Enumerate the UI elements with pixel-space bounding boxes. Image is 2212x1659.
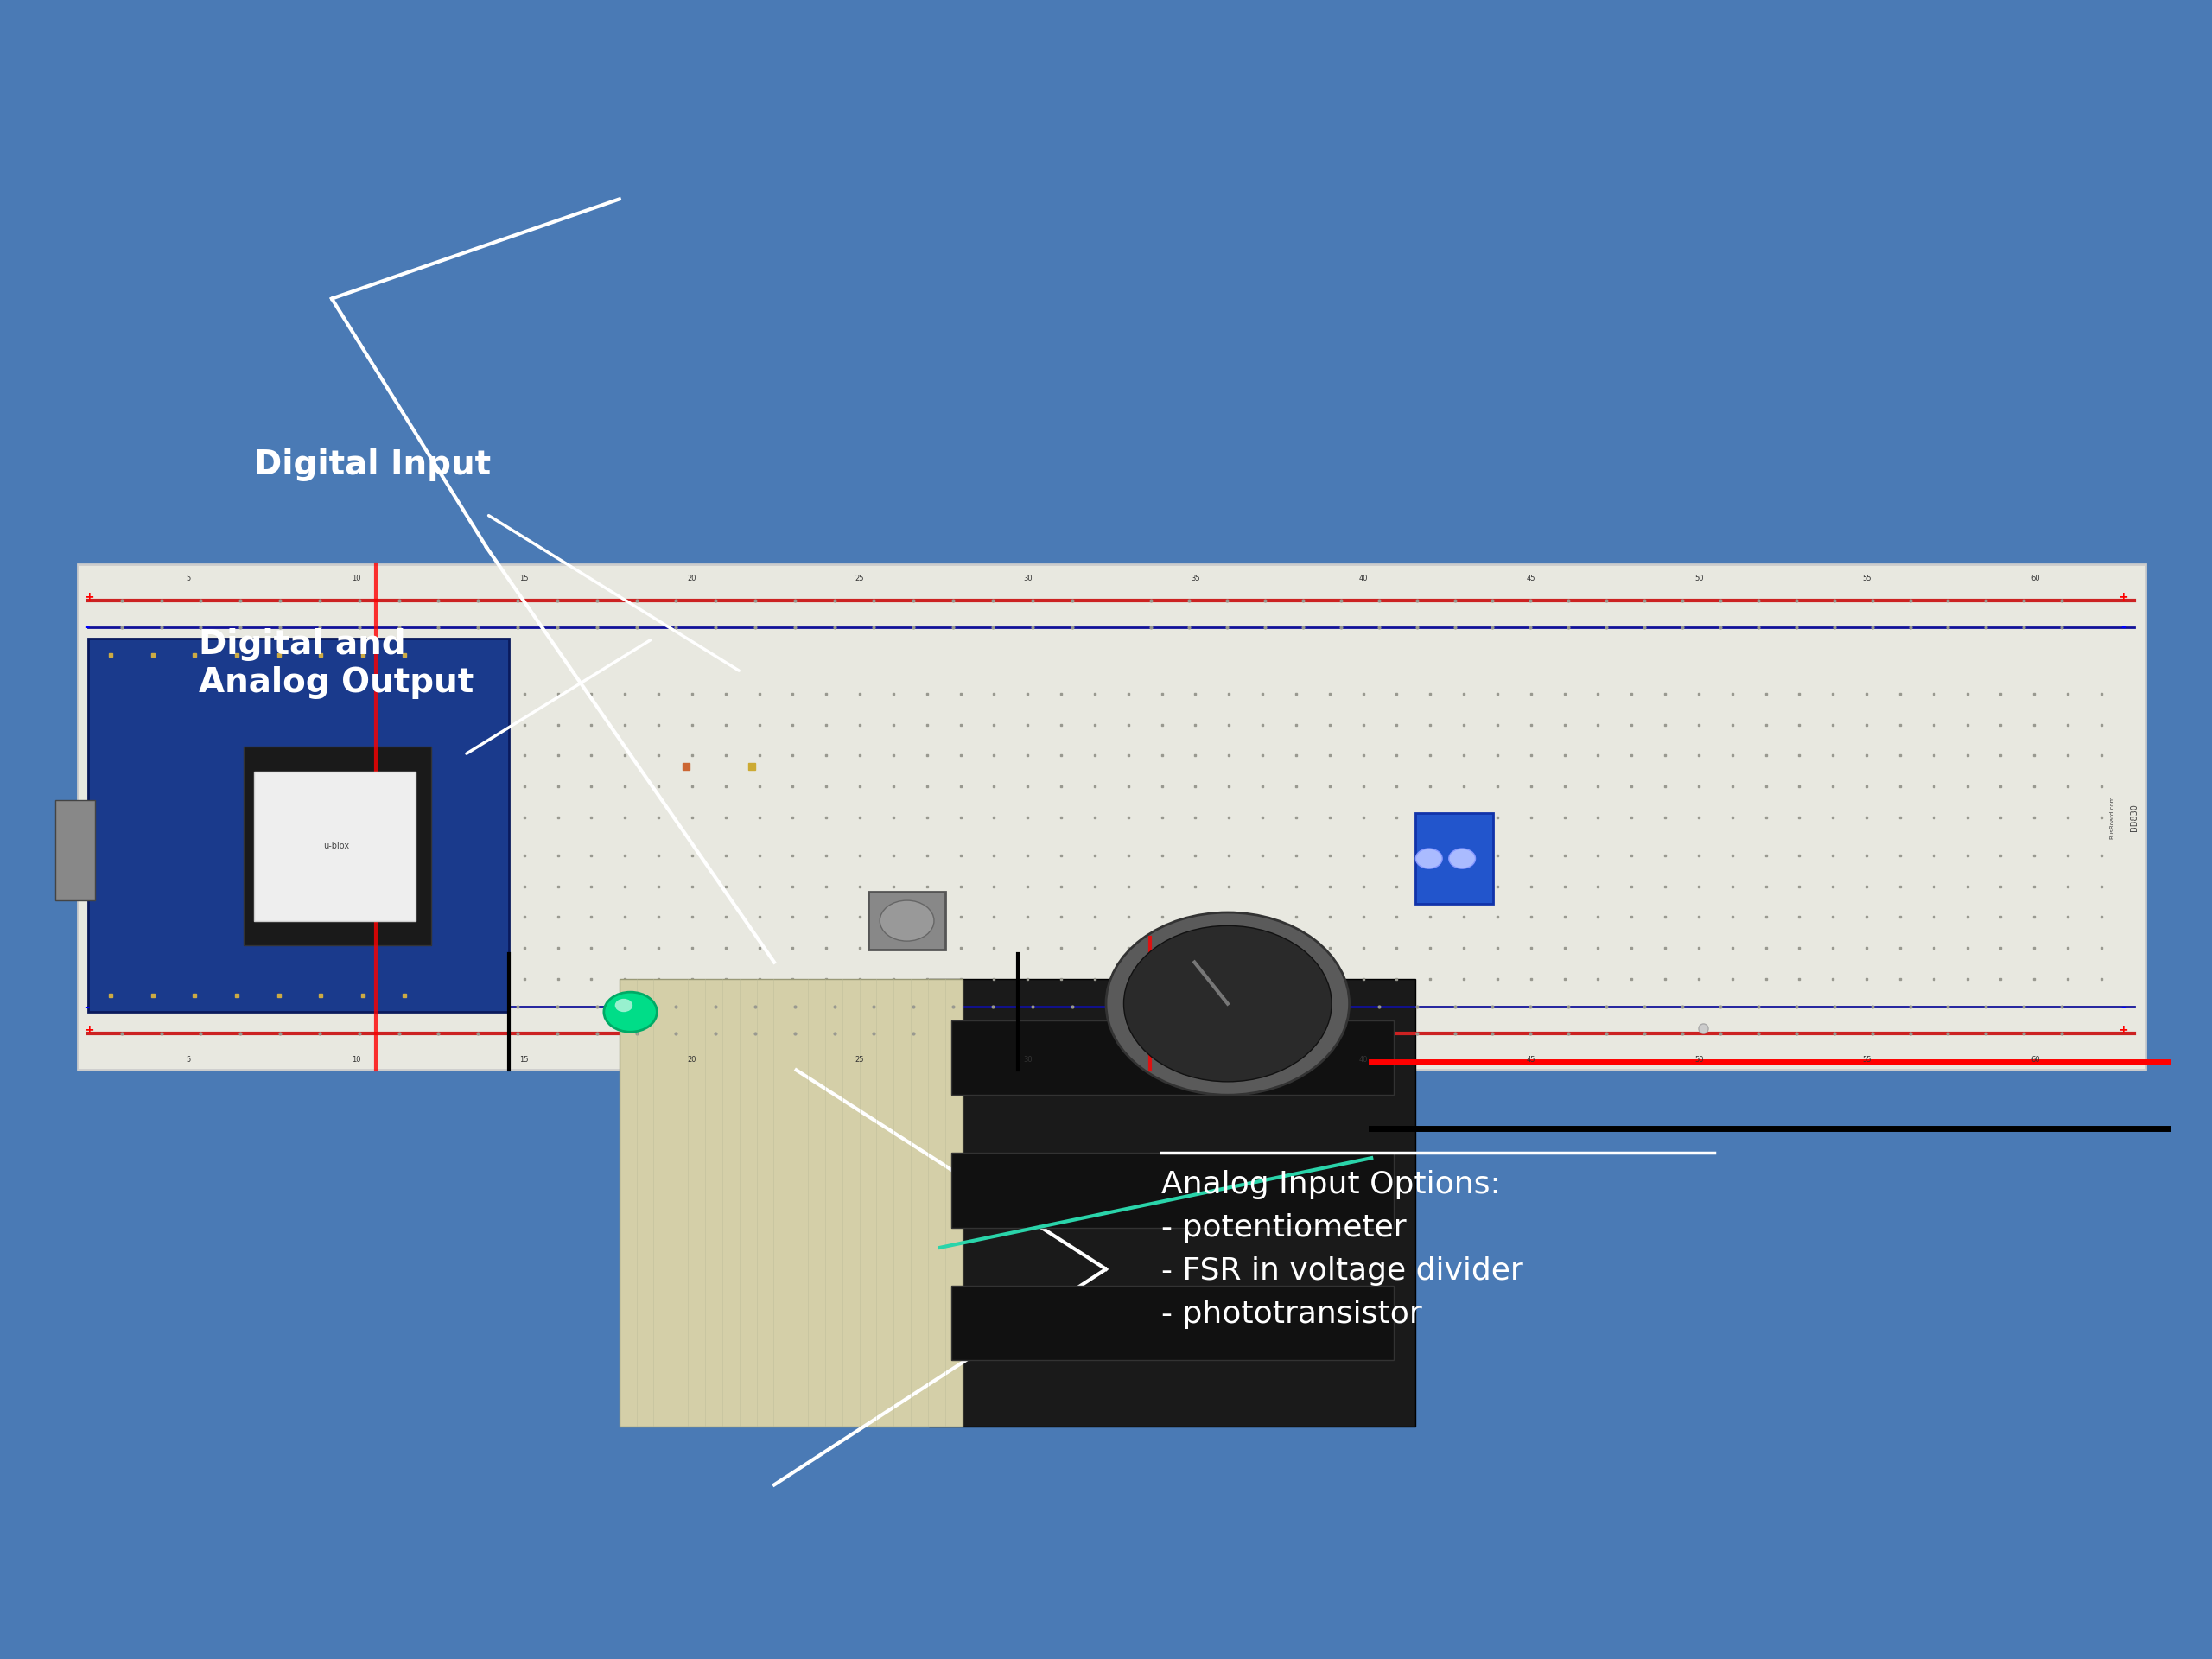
Text: 20: 20 — [688, 1055, 697, 1063]
Text: 35: 35 — [1190, 574, 1201, 582]
Bar — [929, 979, 1416, 1427]
Text: 20: 20 — [688, 574, 697, 582]
Text: BB830: BB830 — [2130, 803, 2139, 831]
Text: -: - — [84, 1000, 88, 1014]
Text: +: + — [84, 1024, 95, 1037]
Bar — [867, 893, 947, 949]
Bar — [951, 1286, 1394, 1360]
Text: 30: 30 — [1022, 574, 1033, 582]
Text: Digital and
Analog Output: Digital and Analog Output — [199, 629, 473, 698]
Bar — [254, 771, 416, 921]
Text: +: + — [2119, 1024, 2128, 1037]
Text: Analog Input Options:
- potentiometer
- FSR in voltage divider
- phototransistor: Analog Input Options: - potentiometer - … — [1161, 1170, 1524, 1329]
Text: 10: 10 — [352, 1055, 361, 1063]
Circle shape — [1449, 848, 1475, 869]
Text: 15: 15 — [520, 1055, 529, 1063]
Circle shape — [1106, 912, 1349, 1095]
Text: 50: 50 — [1694, 1055, 1703, 1063]
Text: 35: 35 — [1190, 1055, 1201, 1063]
Text: 30: 30 — [1022, 1055, 1033, 1063]
Text: +: + — [84, 591, 95, 604]
Bar — [77, 564, 2146, 1070]
Text: 45: 45 — [1526, 574, 1535, 582]
Text: Digital Input: Digital Input — [254, 448, 491, 481]
Circle shape — [880, 901, 933, 941]
Bar — [1416, 813, 1493, 904]
Bar — [88, 639, 509, 1012]
Text: 5: 5 — [186, 574, 190, 582]
Bar — [951, 1153, 1394, 1228]
Text: -: - — [2121, 1000, 2126, 1014]
Text: BusBoard.com: BusBoard.com — [2110, 795, 2115, 839]
Circle shape — [604, 992, 657, 1032]
Text: 10: 10 — [352, 574, 361, 582]
Circle shape — [615, 999, 633, 1012]
Text: +: + — [2119, 591, 2128, 604]
Text: 25: 25 — [856, 1055, 865, 1063]
Text: 15: 15 — [520, 574, 529, 582]
Bar — [619, 979, 962, 1427]
Text: u-blox: u-blox — [323, 841, 349, 851]
Bar — [243, 747, 431, 946]
Text: -: - — [2121, 620, 2126, 634]
Bar — [55, 800, 95, 899]
Text: 50: 50 — [1694, 574, 1703, 582]
Text: 55: 55 — [1863, 574, 1871, 582]
Text: 25: 25 — [856, 574, 865, 582]
Bar — [951, 1020, 1394, 1095]
Circle shape — [1124, 926, 1332, 1082]
Circle shape — [1416, 848, 1442, 869]
Text: 45: 45 — [1526, 1055, 1535, 1063]
Text: 40: 40 — [1358, 1055, 1367, 1063]
Text: -: - — [84, 620, 88, 634]
Text: 40: 40 — [1358, 574, 1367, 582]
Text: 60: 60 — [2031, 1055, 2039, 1063]
Text: 60: 60 — [2031, 574, 2039, 582]
Text: 55: 55 — [1863, 1055, 1871, 1063]
Text: 5: 5 — [186, 1055, 190, 1063]
